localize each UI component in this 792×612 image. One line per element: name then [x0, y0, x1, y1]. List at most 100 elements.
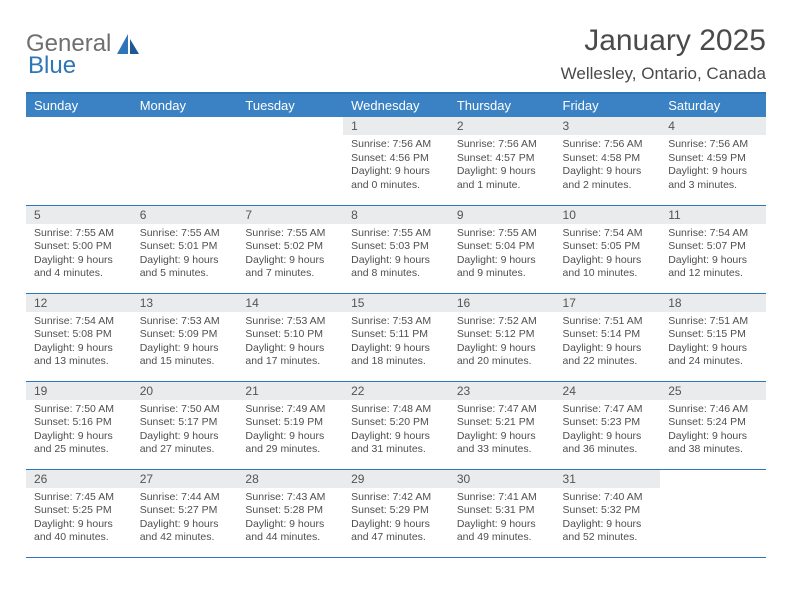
day-content: Sunrise: 7:55 AMSunset: 5:02 PMDaylight:…	[237, 224, 343, 287]
day-content: Sunrise: 7:54 AMSunset: 5:05 PMDaylight:…	[555, 224, 661, 287]
day-number: 20	[132, 382, 238, 400]
day-number: 23	[449, 382, 555, 400]
day-number: 12	[26, 294, 132, 312]
day-content: Sunrise: 7:47 AMSunset: 5:23 PMDaylight:…	[555, 400, 661, 463]
calendar-week-row: 5Sunrise: 7:55 AMSunset: 5:00 PMDaylight…	[26, 205, 766, 293]
day-number: 17	[555, 294, 661, 312]
calendar-day-cell	[237, 117, 343, 205]
day-number: 2	[449, 117, 555, 135]
calendar-day-cell: 29Sunrise: 7:42 AMSunset: 5:29 PMDayligh…	[343, 469, 449, 557]
day-number: 7	[237, 206, 343, 224]
calendar-day-cell: 27Sunrise: 7:44 AMSunset: 5:27 PMDayligh…	[132, 469, 238, 557]
day-content: Sunrise: 7:46 AMSunset: 5:24 PMDaylight:…	[660, 400, 766, 463]
day-content: Sunrise: 7:55 AMSunset: 5:01 PMDaylight:…	[132, 224, 238, 287]
day-content: Sunrise: 7:50 AMSunset: 5:17 PMDaylight:…	[132, 400, 238, 463]
day-content: Sunrise: 7:55 AMSunset: 5:04 PMDaylight:…	[449, 224, 555, 287]
day-number: 8	[343, 206, 449, 224]
day-number: 9	[449, 206, 555, 224]
day-number: 13	[132, 294, 238, 312]
day-content: Sunrise: 7:56 AMSunset: 4:58 PMDaylight:…	[555, 135, 661, 198]
day-number: 19	[26, 382, 132, 400]
logo-text-blue: Blue	[28, 52, 76, 80]
day-content: Sunrise: 7:44 AMSunset: 5:27 PMDaylight:…	[132, 488, 238, 551]
calendar-day-cell: 11Sunrise: 7:54 AMSunset: 5:07 PMDayligh…	[660, 205, 766, 293]
calendar-day-cell: 9Sunrise: 7:55 AMSunset: 5:04 PMDaylight…	[449, 205, 555, 293]
day-content: Sunrise: 7:53 AMSunset: 5:09 PMDaylight:…	[132, 312, 238, 375]
weekday-header: Tuesday	[237, 94, 343, 117]
day-number: 18	[660, 294, 766, 312]
weekday-header: Monday	[132, 94, 238, 117]
weekday-header: Saturday	[660, 94, 766, 117]
day-content: Sunrise: 7:54 AMSunset: 5:08 PMDaylight:…	[26, 312, 132, 375]
calendar-week-row: 1Sunrise: 7:56 AMSunset: 4:56 PMDaylight…	[26, 117, 766, 205]
day-number: 30	[449, 470, 555, 488]
calendar-day-cell: 12Sunrise: 7:54 AMSunset: 5:08 PMDayligh…	[26, 293, 132, 381]
calendar-day-cell	[132, 117, 238, 205]
day-content: Sunrise: 7:45 AMSunset: 5:25 PMDaylight:…	[26, 488, 132, 551]
calendar-day-cell: 18Sunrise: 7:51 AMSunset: 5:15 PMDayligh…	[660, 293, 766, 381]
weekday-header: Friday	[555, 94, 661, 117]
day-number: 11	[660, 206, 766, 224]
day-content: Sunrise: 7:56 AMSunset: 4:56 PMDaylight:…	[343, 135, 449, 198]
day-number: 25	[660, 382, 766, 400]
calendar-body: 1Sunrise: 7:56 AMSunset: 4:56 PMDaylight…	[26, 117, 766, 557]
calendar-day-cell: 17Sunrise: 7:51 AMSunset: 5:14 PMDayligh…	[555, 293, 661, 381]
weekday-header: Wednesday	[343, 94, 449, 117]
day-content: Sunrise: 7:41 AMSunset: 5:31 PMDaylight:…	[449, 488, 555, 551]
calendar-day-cell: 1Sunrise: 7:56 AMSunset: 4:56 PMDaylight…	[343, 117, 449, 205]
calendar-day-cell: 19Sunrise: 7:50 AMSunset: 5:16 PMDayligh…	[26, 381, 132, 469]
day-content: Sunrise: 7:51 AMSunset: 5:15 PMDaylight:…	[660, 312, 766, 375]
day-content: Sunrise: 7:49 AMSunset: 5:19 PMDaylight:…	[237, 400, 343, 463]
calendar-day-cell: 23Sunrise: 7:47 AMSunset: 5:21 PMDayligh…	[449, 381, 555, 469]
calendar-day-cell: 13Sunrise: 7:53 AMSunset: 5:09 PMDayligh…	[132, 293, 238, 381]
day-content: Sunrise: 7:56 AMSunset: 4:59 PMDaylight:…	[660, 135, 766, 198]
calendar-day-cell: 4Sunrise: 7:56 AMSunset: 4:59 PMDaylight…	[660, 117, 766, 205]
day-number: 27	[132, 470, 238, 488]
day-content: Sunrise: 7:47 AMSunset: 5:21 PMDaylight:…	[449, 400, 555, 463]
day-number: 24	[555, 382, 661, 400]
weekday-header: Sunday	[26, 94, 132, 117]
day-number: 16	[449, 294, 555, 312]
calendar-day-cell: 5Sunrise: 7:55 AMSunset: 5:00 PMDaylight…	[26, 205, 132, 293]
calendar-week-row: 12Sunrise: 7:54 AMSunset: 5:08 PMDayligh…	[26, 293, 766, 381]
day-number: 21	[237, 382, 343, 400]
calendar-day-cell: 26Sunrise: 7:45 AMSunset: 5:25 PMDayligh…	[26, 469, 132, 557]
day-number: 4	[660, 117, 766, 135]
calendar-day-cell	[26, 117, 132, 205]
day-number: 3	[555, 117, 661, 135]
day-content: Sunrise: 7:50 AMSunset: 5:16 PMDaylight:…	[26, 400, 132, 463]
calendar-day-cell: 6Sunrise: 7:55 AMSunset: 5:01 PMDaylight…	[132, 205, 238, 293]
day-content: Sunrise: 7:54 AMSunset: 5:07 PMDaylight:…	[660, 224, 766, 287]
day-number: 1	[343, 117, 449, 135]
header-right: January 2025 Wellesley, Ontario, Canada	[561, 24, 766, 84]
calendar-day-cell: 3Sunrise: 7:56 AMSunset: 4:58 PMDaylight…	[555, 117, 661, 205]
logo-sail-icon	[117, 34, 139, 54]
calendar-day-cell: 15Sunrise: 7:53 AMSunset: 5:11 PMDayligh…	[343, 293, 449, 381]
day-content: Sunrise: 7:52 AMSunset: 5:12 PMDaylight:…	[449, 312, 555, 375]
calendar-day-cell: 20Sunrise: 7:50 AMSunset: 5:17 PMDayligh…	[132, 381, 238, 469]
day-number: 10	[555, 206, 661, 224]
calendar-day-cell: 22Sunrise: 7:48 AMSunset: 5:20 PMDayligh…	[343, 381, 449, 469]
day-content: Sunrise: 7:42 AMSunset: 5:29 PMDaylight:…	[343, 488, 449, 551]
location: Wellesley, Ontario, Canada	[561, 64, 766, 84]
day-number: 28	[237, 470, 343, 488]
calendar-day-cell: 8Sunrise: 7:55 AMSunset: 5:03 PMDaylight…	[343, 205, 449, 293]
day-number: 15	[343, 294, 449, 312]
header: General January 2025 Wellesley, Ontario,…	[26, 24, 766, 84]
day-number: 29	[343, 470, 449, 488]
day-number: 31	[555, 470, 661, 488]
calendar-day-cell: 28Sunrise: 7:43 AMSunset: 5:28 PMDayligh…	[237, 469, 343, 557]
calendar-day-cell: 14Sunrise: 7:53 AMSunset: 5:10 PMDayligh…	[237, 293, 343, 381]
calendar-week-row: 26Sunrise: 7:45 AMSunset: 5:25 PMDayligh…	[26, 469, 766, 557]
calendar-day-cell: 30Sunrise: 7:41 AMSunset: 5:31 PMDayligh…	[449, 469, 555, 557]
calendar-day-cell: 2Sunrise: 7:56 AMSunset: 4:57 PMDaylight…	[449, 117, 555, 205]
calendar-weekday-header: SundayMondayTuesdayWednesdayThursdayFrid…	[26, 94, 766, 117]
day-content: Sunrise: 7:53 AMSunset: 5:10 PMDaylight:…	[237, 312, 343, 375]
day-number: 5	[26, 206, 132, 224]
day-content: Sunrise: 7:40 AMSunset: 5:32 PMDaylight:…	[555, 488, 661, 551]
day-content: Sunrise: 7:51 AMSunset: 5:14 PMDaylight:…	[555, 312, 661, 375]
day-content: Sunrise: 7:55 AMSunset: 5:03 PMDaylight:…	[343, 224, 449, 287]
calendar-day-cell: 7Sunrise: 7:55 AMSunset: 5:02 PMDaylight…	[237, 205, 343, 293]
calendar-day-cell	[660, 469, 766, 557]
calendar-day-cell: 24Sunrise: 7:47 AMSunset: 5:23 PMDayligh…	[555, 381, 661, 469]
